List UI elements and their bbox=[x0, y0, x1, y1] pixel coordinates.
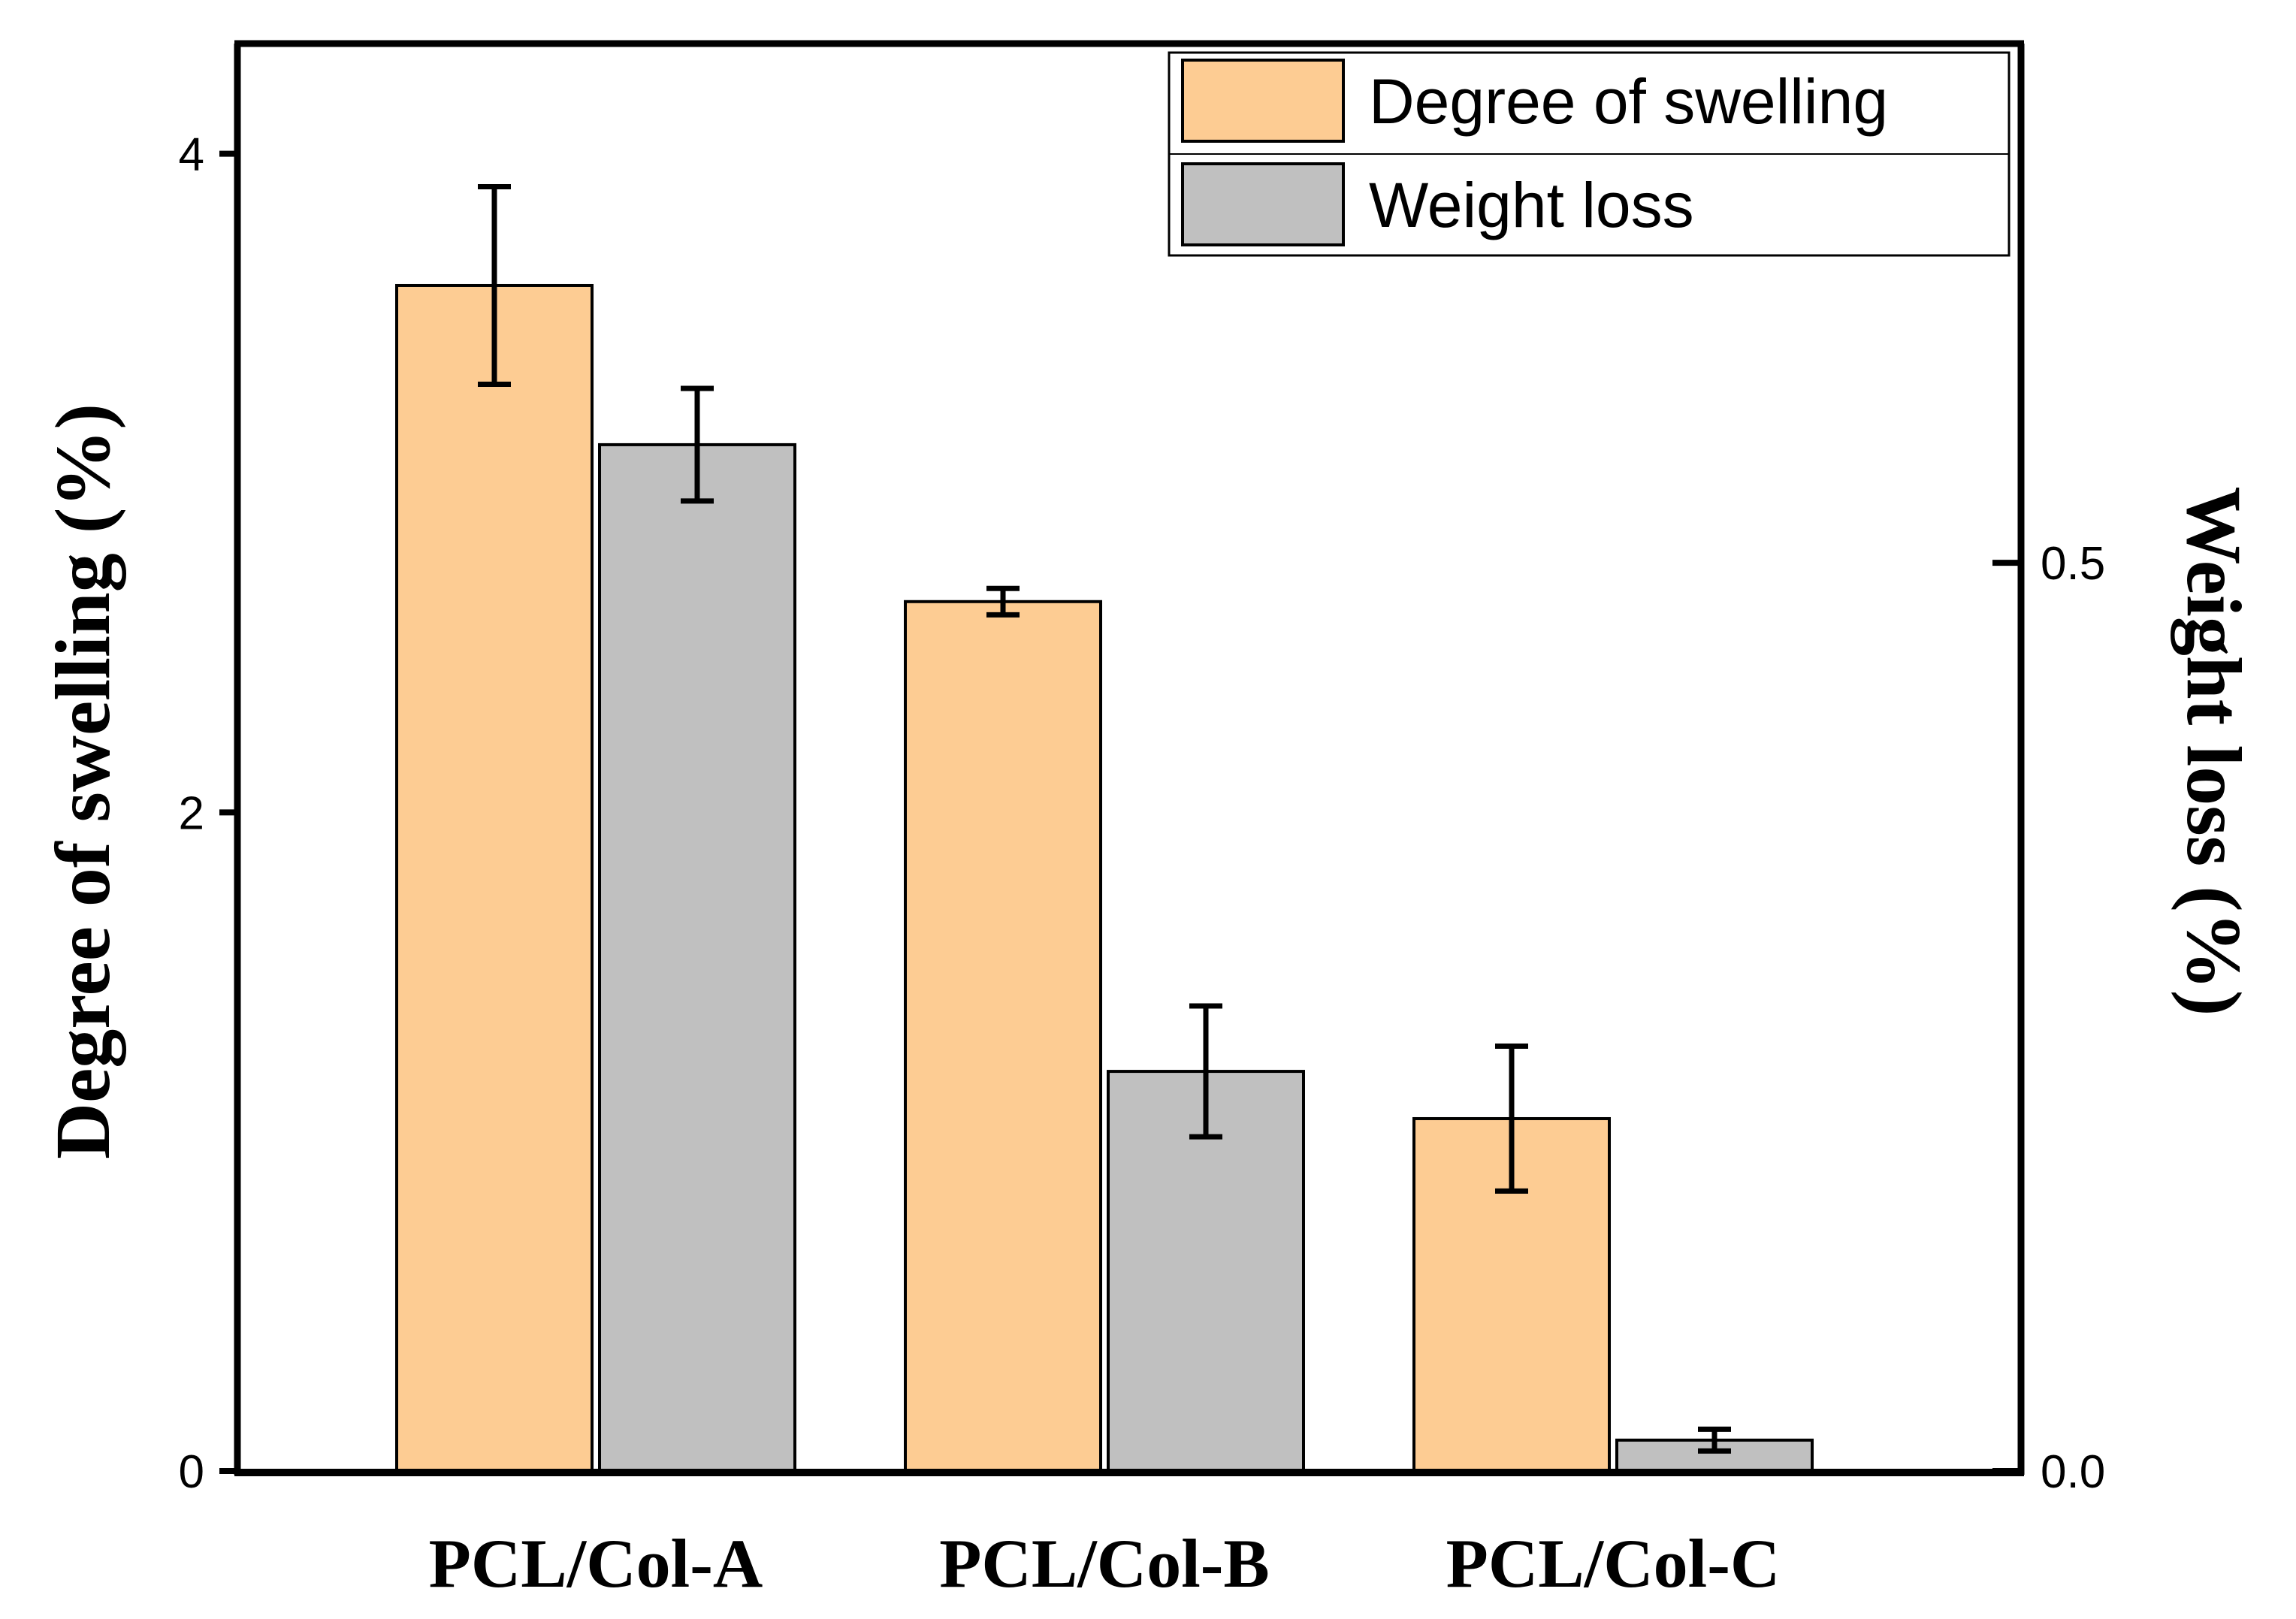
x-tick-label-a: PCL/Col-A bbox=[429, 1525, 763, 1602]
error-bar-degree-of-swelling-pcl-col-a bbox=[478, 183, 511, 387]
y2-tick-label: 0.0 bbox=[2041, 1446, 2105, 1498]
y-tick-label: 2 bbox=[179, 787, 204, 839]
bar-degree-of-swelling-pcl-col-b bbox=[904, 600, 1102, 1473]
error-bar-degree-of-swelling-pcl-col-c bbox=[1495, 1044, 1528, 1194]
error-bar-weight-loss-pcl-col-c bbox=[1698, 1426, 1731, 1454]
y-tick-label: 4 bbox=[179, 129, 204, 181]
y2-tick-label: 0.5 bbox=[2041, 538, 2105, 590]
y-axis-title: Degree of swelling (%) bbox=[40, 403, 126, 1159]
legend-label-swelling: Degree of swelling bbox=[1369, 66, 1888, 137]
error-bar-weight-loss-pcl-col-a bbox=[681, 385, 714, 504]
legend-label-weight-loss: Weight loss bbox=[1369, 170, 1694, 240]
error-bars-layer bbox=[478, 183, 1731, 1454]
ticks-layer: 0 2 4 0.0 0.5 bbox=[179, 129, 2106, 1498]
bar-weight-loss-pcl-col-a bbox=[598, 443, 796, 1473]
legend: Degree of swelling Weight loss bbox=[1168, 51, 2011, 257]
x-tick-label-c: PCL/Col-C bbox=[1446, 1525, 1781, 1602]
y-tick-label: 0 bbox=[179, 1446, 204, 1498]
legend-swatch-weight-loss bbox=[1181, 162, 1345, 246]
error-bar-degree-of-swelling-pcl-col-b bbox=[986, 585, 1020, 618]
x-tick-label-b: PCL/Col-B bbox=[939, 1525, 1270, 1602]
error-bar-weight-loss-pcl-col-b bbox=[1189, 1003, 1222, 1140]
y2-axis-title: Weight loss (%) bbox=[2171, 487, 2257, 1016]
legend-swatch-swelling bbox=[1181, 59, 1345, 143]
bar-degree-of-swelling-pcl-col-a bbox=[395, 283, 594, 1473]
bars-layer bbox=[395, 283, 1814, 1473]
